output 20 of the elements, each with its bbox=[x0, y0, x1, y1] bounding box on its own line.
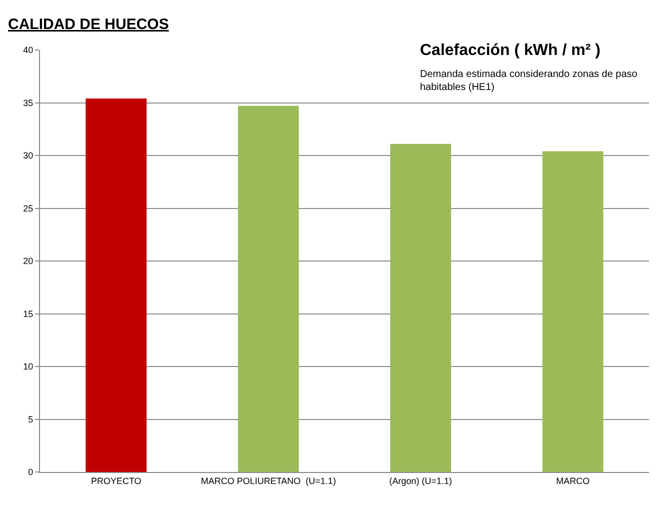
x-tick-label: MARCO bbox=[556, 476, 590, 486]
bar bbox=[238, 106, 299, 472]
chart-title: CALIDAD DE HUECOS bbox=[8, 16, 169, 33]
y-tick-label: 20 bbox=[23, 256, 34, 266]
bar bbox=[390, 144, 452, 472]
y-tick-label: 5 bbox=[28, 414, 34, 424]
y-tick-label: 30 bbox=[23, 150, 34, 161]
x-tick-label: MARCO POLIURETANO (U=1.1) bbox=[200, 476, 336, 486]
bar bbox=[542, 151, 604, 472]
y-tick-label: 0 bbox=[28, 467, 34, 478]
bar bbox=[86, 98, 147, 472]
chart-subtitle: Calefacción ( kWh / m² ) bbox=[420, 42, 600, 59]
x-tick-label: (Argon) (U=1.1) bbox=[389, 476, 452, 486]
y-tick-label: 10 bbox=[23, 362, 34, 372]
y-tick-label: 15 bbox=[23, 308, 34, 319]
annotation: Demanda estimada considerando zonas de paso habitables (HE1) bbox=[420, 69, 638, 93]
y-tick-label: 25 bbox=[23, 203, 34, 214]
y-tick-label: 35 bbox=[23, 98, 34, 108]
y-tick-label: 40 bbox=[23, 45, 34, 56]
x-tick-label: PROYECTO bbox=[90, 476, 142, 486]
